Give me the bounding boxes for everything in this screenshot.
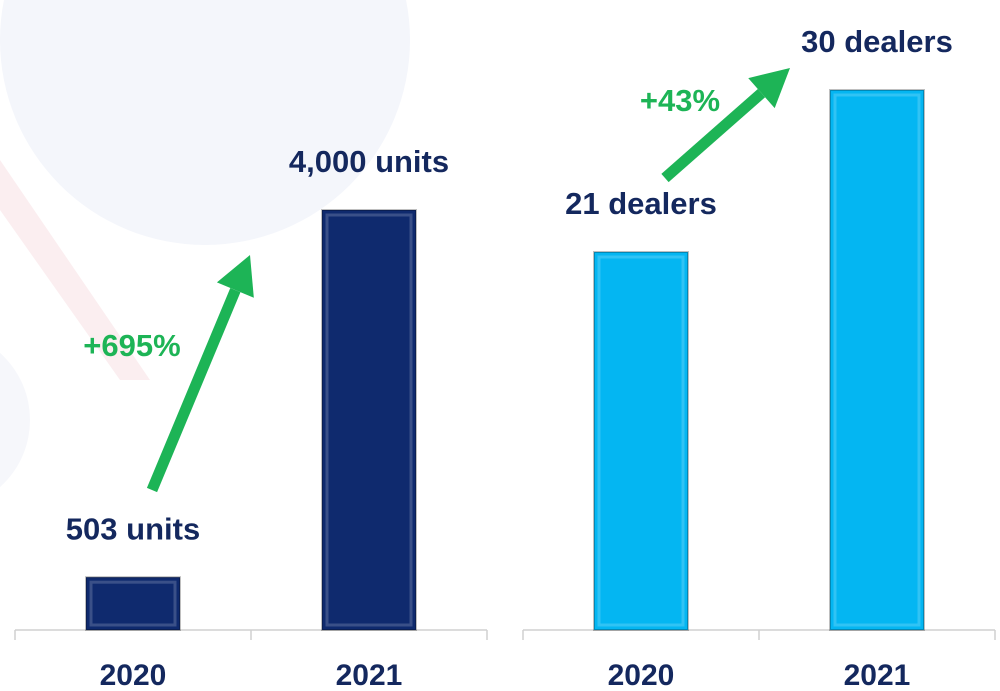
arrow-head <box>748 68 790 109</box>
bar <box>829 89 925 631</box>
bar-bevel <box>89 580 177 627</box>
category-label: 2021 <box>844 659 911 691</box>
value-label: 30 dealers <box>801 24 953 59</box>
bar <box>593 251 689 631</box>
growth-arrow <box>661 68 790 183</box>
arrow-shaft <box>146 287 241 493</box>
bar <box>321 209 417 631</box>
value-label: 4,000 units <box>289 144 449 179</box>
growth-annotation: +695% <box>83 328 180 363</box>
value-label: 21 dealers <box>565 186 717 221</box>
value-label: 503 units <box>66 511 200 546</box>
category-label: 2020 <box>100 659 167 691</box>
growth-arrow <box>146 255 254 493</box>
bar-bevel <box>325 213 413 627</box>
bar-bevel <box>833 93 921 627</box>
category-label: 2021 <box>336 659 403 691</box>
category-label: 2020 <box>608 659 675 691</box>
arrow-shaft <box>661 88 766 183</box>
background-decoration <box>0 0 410 488</box>
arrow-head <box>216 255 254 298</box>
growth-annotation: +43% <box>640 83 720 118</box>
bar <box>85 576 181 631</box>
bar-bevel <box>597 255 685 627</box>
